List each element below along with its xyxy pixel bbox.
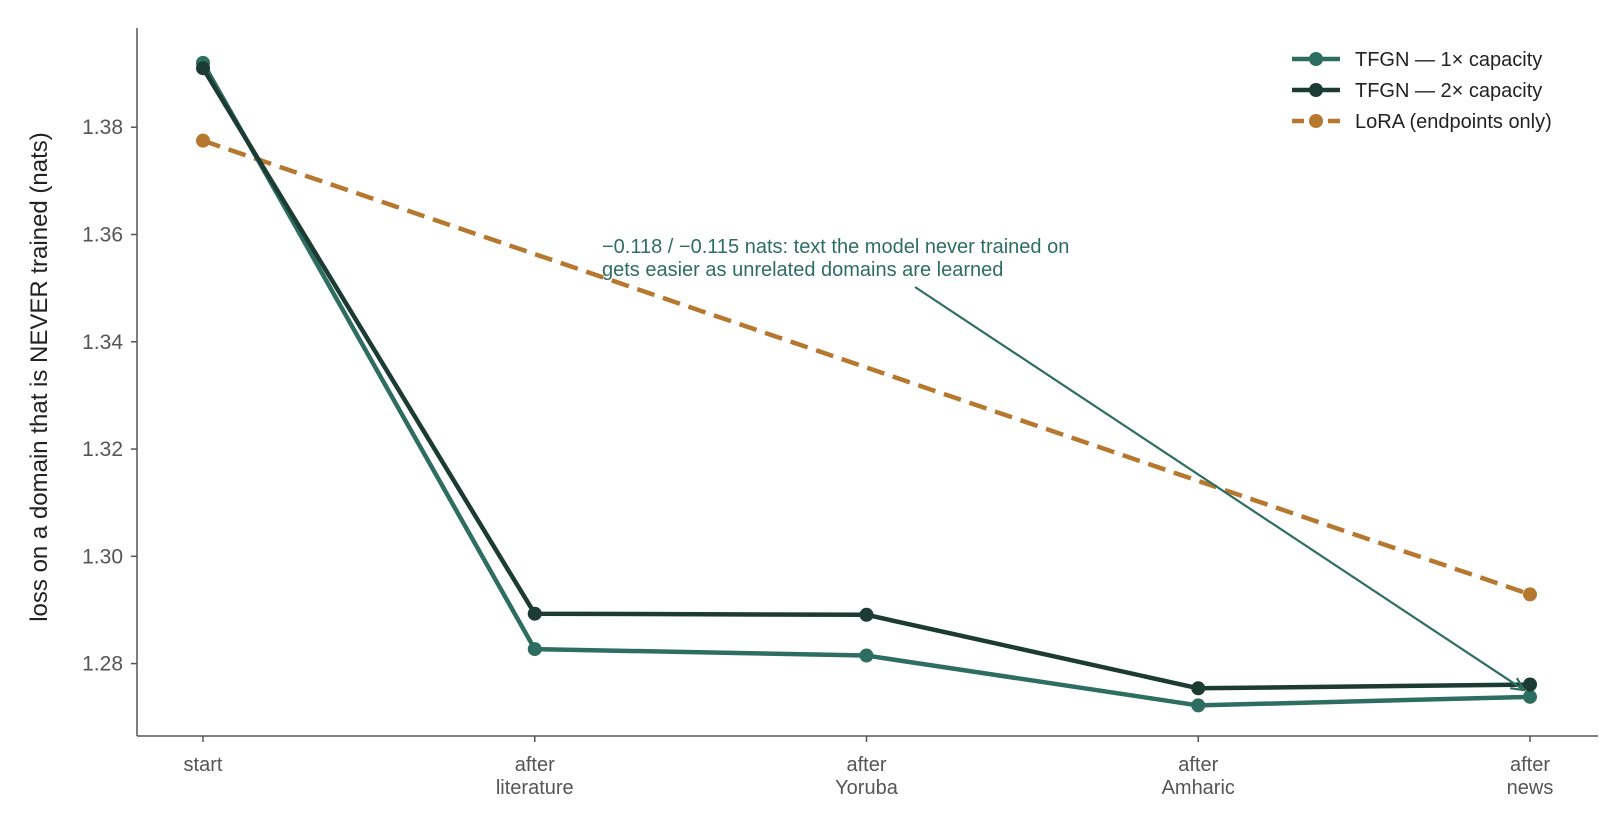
- legend-marker: [1309, 83, 1323, 97]
- data-point: [859, 607, 874, 622]
- y-tick-label: 1.32: [82, 438, 123, 461]
- annotation: −0.118 / −0.115 nats: text the model nev…: [602, 236, 1527, 692]
- data-point: [1523, 689, 1537, 704]
- series-layer: [196, 55, 1537, 713]
- legend-marker: [1309, 52, 1323, 66]
- legend-item: TFGN — 2× capacity: [1292, 80, 1542, 102]
- data-point: [1191, 698, 1206, 713]
- annotation-arrow: [914, 286, 1525, 692]
- series-2: [196, 61, 1537, 696]
- legend-label: LoRA (endpoints only): [1355, 111, 1552, 133]
- y-tick-label: 1.36: [82, 224, 123, 247]
- series-3: [196, 133, 1537, 602]
- x-tick-label: after Yoruba: [835, 754, 899, 799]
- series-1: [196, 55, 1537, 713]
- axes: [136, 28, 1598, 737]
- data-point: [527, 606, 542, 621]
- data-point: [1523, 587, 1537, 602]
- y-tick-label: 1.34: [82, 331, 123, 354]
- y-tick-label: 1.38: [82, 116, 123, 139]
- y-tick-label: 1.30: [82, 545, 123, 568]
- legend-label: TFGN — 1× capacity: [1355, 49, 1542, 71]
- y-axis-label: loss on a domain that is NEVER trained (…: [26, 132, 53, 622]
- series-line: [202, 138, 1531, 597]
- data-point: [527, 642, 542, 657]
- annotation-arrowhead: [1509, 677, 1527, 692]
- x-tick-label: after news: [1507, 754, 1554, 799]
- data-point: [1191, 681, 1206, 696]
- series-line: [201, 67, 1531, 691]
- data-point: [859, 648, 874, 663]
- legend-label: TFGN — 2× capacity: [1355, 80, 1542, 102]
- data-point: [1523, 677, 1537, 692]
- x-ticks: start after literature after Yoruba after Amha…: [184, 736, 1554, 799]
- legend-item: TFGN — 1× capacity: [1292, 49, 1542, 71]
- data-point: [196, 61, 210, 76]
- y-ticks: 1.28 1.30 1.32 1.34 1.36 1.38: [82, 116, 137, 676]
- data-point: [196, 133, 210, 148]
- legend-item: LoRA (endpoints only): [1292, 111, 1552, 133]
- legend-marker: [1309, 114, 1323, 128]
- annotation-text: −0.118 / −0.115 nats: text the model nev…: [602, 236, 1069, 281]
- y-tick-label: 1.28: [82, 653, 123, 676]
- x-tick-label: start: [184, 754, 223, 776]
- x-tick-label: after literature: [496, 754, 574, 799]
- legend: TFGN — 1× capacity TFGN — 2× capacity LoRA…: [1292, 49, 1552, 133]
- x-tick-label: after Amharic: [1162, 754, 1235, 799]
